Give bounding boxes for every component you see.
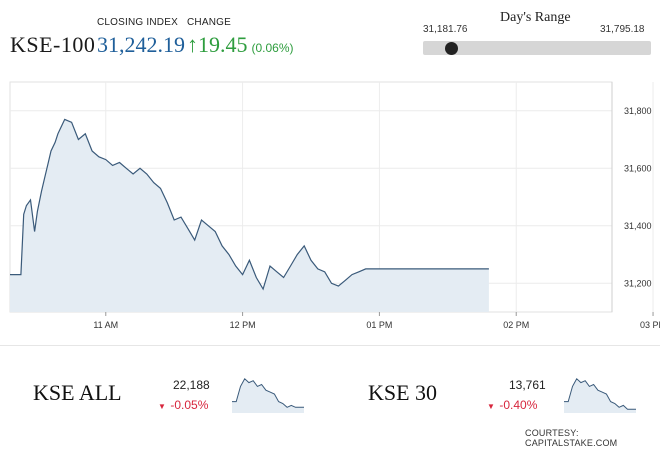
kse-all-sparkline [232, 378, 304, 413]
sparkline-line [564, 378, 636, 410]
intraday-chart-svg: 11 AM 12 PM 01 PM 02 PM 03 PM 31,200 31,400 31,… [9, 81, 660, 330]
kse-30-change: -0.40% [499, 398, 538, 412]
series-line [10, 118, 489, 291]
x-tick-label: 12 PM [230, 320, 256, 330]
index-title: KSE-100 [10, 32, 96, 57]
days-range-high: 31,795.18 [600, 24, 645, 35]
series-area [10, 119, 489, 313]
kse-all-value: 22,188 [173, 378, 210, 392]
courtesy-text: COURTESY: CAPITALSTAKE.COM [525, 428, 618, 448]
x-tick-label: 02 PM [503, 320, 529, 330]
kse-all-change-group: ▼ -0.05% [158, 396, 208, 414]
sparkline-line [232, 378, 304, 408]
days-range-marker [444, 42, 458, 55]
divider [0, 345, 660, 346]
down-triangle-icon: ▼ [487, 402, 495, 411]
down-triangle-icon: ▼ [158, 402, 166, 411]
intraday-chart: 11 AM 12 PM 01 PM 02 PM 03 PM 31,200 31,400 31,… [0, 72, 660, 342]
days-range-low: 31,181.76 [423, 24, 468, 35]
kse-30-change-group: ▼ -0.40% [487, 396, 537, 414]
x-tick-label: 11 AM [93, 320, 118, 330]
kse-all-name: KSE ALL [33, 380, 122, 405]
sparkline-area [564, 378, 636, 413]
kse-30-name: KSE 30 [368, 380, 438, 405]
days-range-title: Day's Range [500, 10, 571, 25]
kse-30-value: 13,761 [509, 378, 546, 392]
x-tick-label: 03 PM [640, 320, 660, 330]
change-percent: (0.06%) [251, 41, 294, 55]
sparkline-area [232, 378, 304, 413]
days-range-track [423, 41, 651, 55]
change-value-group: ↑19.45 (0.06%) [187, 32, 294, 58]
x-tick-label: 01 PM [366, 320, 392, 330]
change-label: CHANGE [187, 17, 231, 28]
change-value: 19.45 [198, 32, 248, 57]
kse-all-change: -0.05% [170, 398, 209, 412]
kse-30-sparkline [564, 378, 636, 413]
y-tick-label: 31,200 [624, 278, 652, 288]
y-tick-label: 31,400 [624, 221, 652, 231]
closing-index-label: CLOSING INDEX [97, 17, 178, 28]
up-arrow-icon: ↑ [187, 32, 198, 57]
y-tick-label: 31,600 [624, 163, 652, 173]
closing-index-value: 31,242.19 [97, 32, 185, 57]
y-tick-label: 31,800 [624, 106, 652, 116]
